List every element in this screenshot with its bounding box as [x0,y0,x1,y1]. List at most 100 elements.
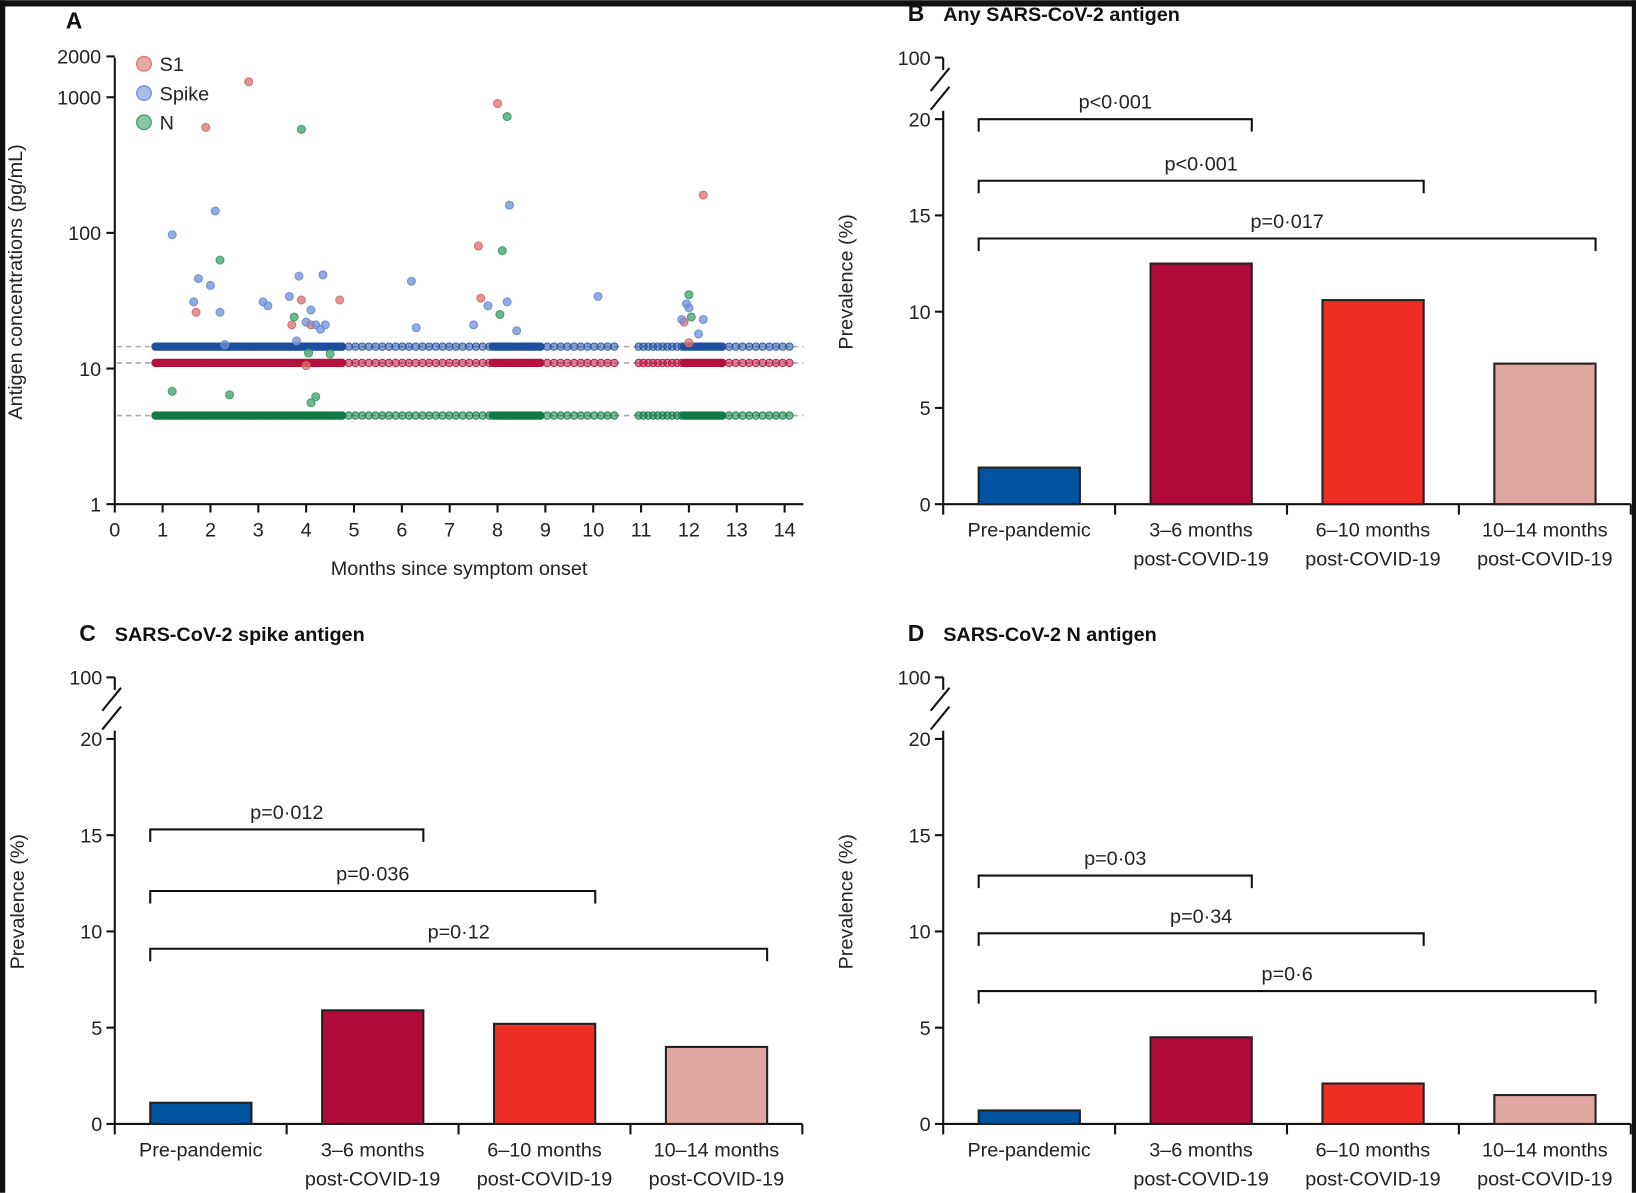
bar-1 [1149,1036,1253,1125]
p-value-label: p<0·001 [1079,92,1152,114]
y-tick-label: 10 [909,922,931,944]
p-value-label: p=0·017 [1250,211,1323,233]
data-point-n [495,310,505,320]
category-label-line2: post-COVID-19 [1133,1168,1268,1190]
category-label-line2: post-COVID-19 [477,1168,612,1190]
y-axis-label: Antigen concentrations (pg/mL) [5,144,27,419]
p-value-label: p=0·03 [1084,848,1146,870]
y-tick-label: 1000 [57,88,101,110]
axis-break-mark [929,67,951,92]
category-label: Pre-pandemic [967,1139,1090,1161]
category-label: 10–14 months [1482,1139,1608,1161]
panel-d-bar-chart: D SARS-CoV-2 N antigen 0 5 10 15 20 100 Prevalen… [835,620,1632,1190]
y-tick-label: 100 [69,668,102,690]
y-tick-label: 5 [920,1018,931,1040]
data-point-n [325,349,335,359]
y-tick-label: 10 [80,922,102,944]
x-tick-label: 2 [205,520,216,542]
data-point-s1 [493,98,503,108]
data-point-spike [284,291,294,301]
category-label: Pre-pandemic [139,1139,262,1161]
data-point-spike [318,270,328,280]
data-point-spike [215,307,225,317]
category-label-line2: post-COVID-19 [1477,1168,1612,1190]
data-point-n [225,390,235,400]
panel-letter: D [908,620,925,646]
y-tick-label: 100 [898,668,931,690]
significance-bracket [149,947,769,962]
category-label: Pre-pandemic [967,520,1090,542]
category-label: 3–6 months [1149,520,1253,542]
x-tick-label: 4 [301,520,312,542]
data-point-n [497,246,507,256]
data-point-spike [505,200,514,210]
category-label-line2: post-COVID-19 [1477,549,1612,571]
data-point-n [306,398,316,408]
bar-2 [1321,1082,1425,1125]
axis-break-mark [929,705,951,731]
x-tick-label: 5 [348,520,359,542]
data-point-n [289,312,299,322]
bar-0 [149,1101,253,1125]
data-point-n [215,255,225,265]
data-point-s1 [287,320,297,330]
p-value-label: p=0·34 [1170,906,1232,928]
panel-title: SARS-CoV-2 spike antigen [115,624,365,646]
category-label: 3–6 months [1149,1139,1253,1161]
baseline-point-spike [785,342,794,351]
data-point-spike [194,274,203,284]
data-point-spike [406,276,416,286]
significance-bracket [149,828,425,842]
category-label-line2: post-COVID-19 [1305,549,1440,571]
y-axis-label: Prevalence (%) [835,214,857,349]
axis-break-mark [101,705,122,731]
p-value-label: p=0·6 [1262,964,1313,986]
bar-0 [977,1109,1081,1125]
y-tick-label: 1 [90,494,101,516]
data-point-s1 [201,122,211,132]
data-point-spike [167,230,177,240]
panel-letter: A [66,7,83,33]
axis-break-mark [101,687,122,712]
bar-2 [492,1022,597,1125]
data-point-spike [210,206,220,216]
data-point-s1 [684,338,694,348]
data-point-s1 [296,295,306,305]
data-point-spike [220,340,230,350]
y-tick-label: 15 [909,206,931,228]
baseline-point-n [610,411,619,420]
category-label: 6–10 months [1316,520,1431,542]
data-point-spike [677,314,687,324]
data-point-spike [469,320,479,330]
bar-0 [977,466,1081,506]
x-tick-label: 14 [774,520,796,542]
y-tick-label: 0 [91,1114,102,1136]
category-label: 10–14 months [654,1139,780,1161]
x-tick-label: 13 [726,520,748,542]
data-point-spike [483,301,493,311]
significance-bracket [977,118,1253,132]
baseline-point-n [785,411,794,420]
legend-marker-s1 [136,55,152,72]
x-tick-label: 0 [109,520,120,542]
data-point-s1 [473,241,483,251]
data-point-spike [205,280,215,290]
significance-bracket [149,889,597,904]
x-tick-label: 10 [582,520,604,542]
baseline-point-s1 [610,358,619,368]
significance-bracket [977,179,1425,194]
data-point-spike [698,314,708,324]
data-point-spike [306,305,316,315]
legend-marker-n [136,114,152,131]
data-point-s1 [698,190,708,200]
data-point-spike [320,320,330,330]
axis-break-mark [929,687,951,712]
p-value-label: p=0·012 [250,802,323,824]
category-label-line2: post-COVID-19 [305,1168,440,1190]
y-axis-label: Prevalence (%) [7,834,29,969]
data-point-s1 [191,307,201,317]
category-label: 10–14 months [1482,520,1608,542]
data-point-s1 [335,295,345,305]
bar-3 [1493,1094,1597,1125]
